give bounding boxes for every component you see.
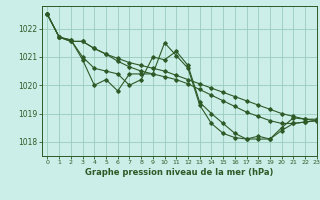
X-axis label: Graphe pression niveau de la mer (hPa): Graphe pression niveau de la mer (hPa) xyxy=(85,168,273,177)
